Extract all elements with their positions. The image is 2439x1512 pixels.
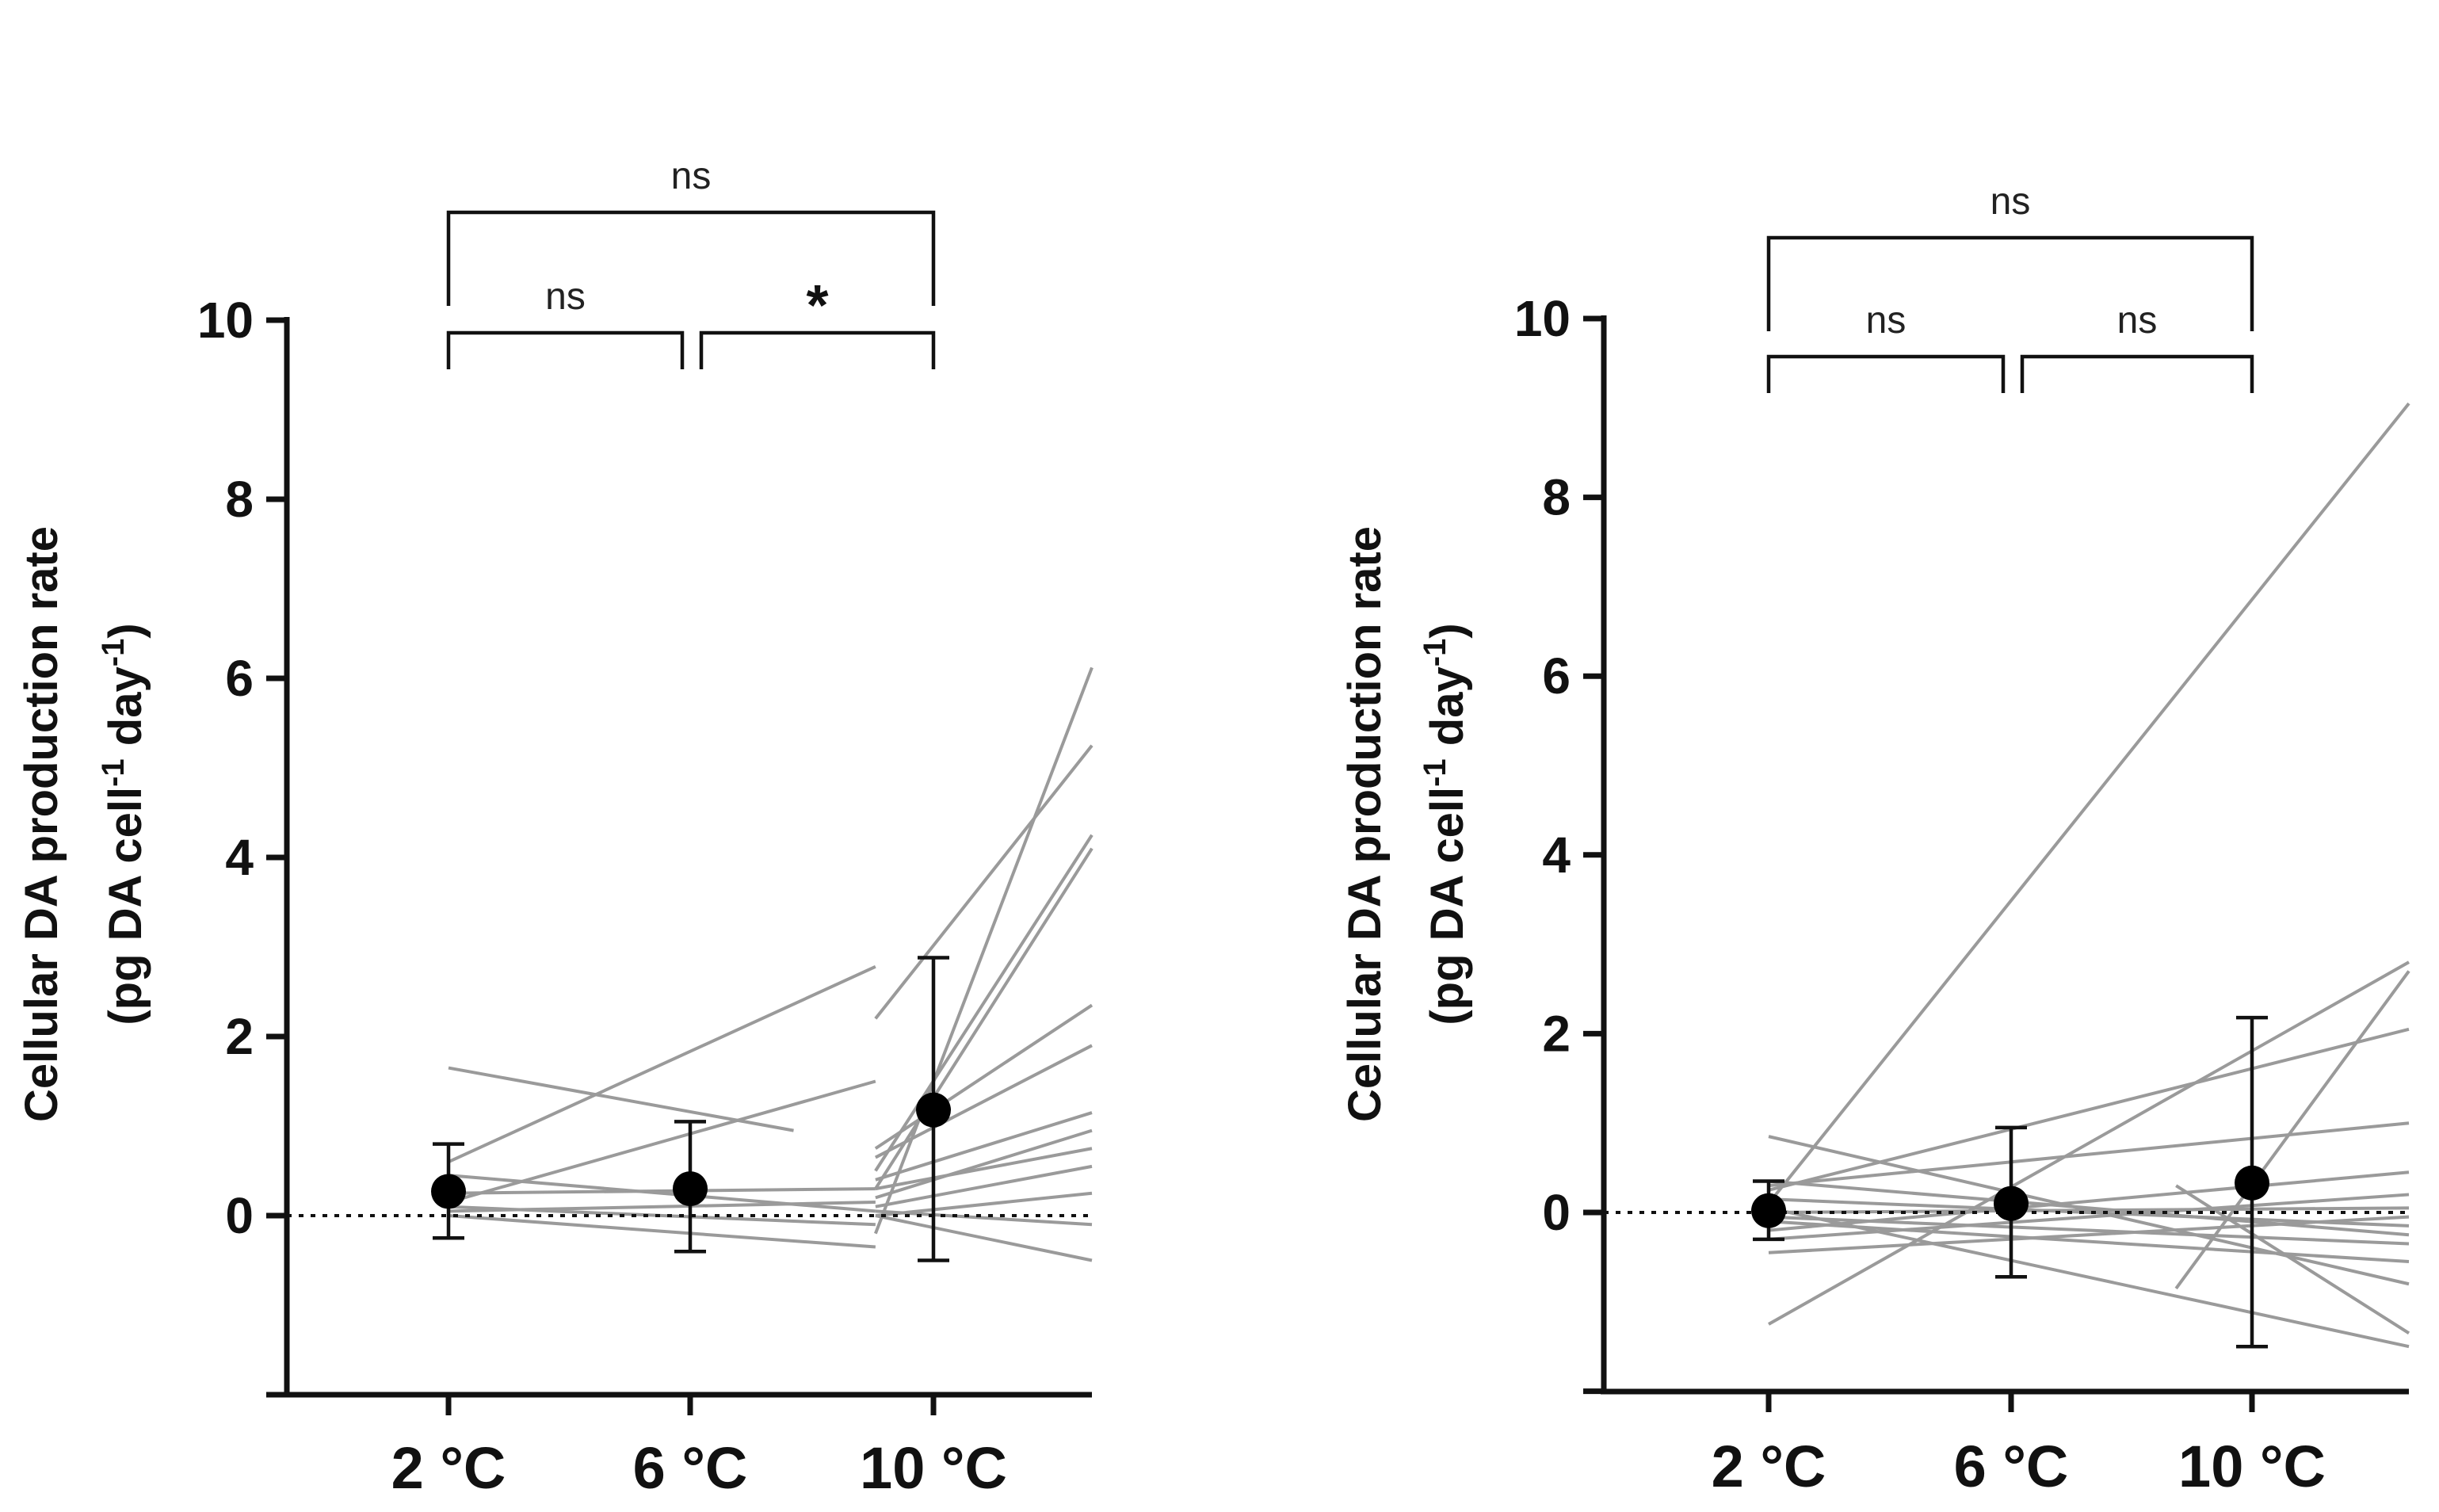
individual-series-line (448, 1187, 876, 1195)
individual-series-line (448, 1214, 876, 1249)
significance-label: ns (1991, 181, 2031, 223)
y-tick-label: 6 (1542, 647, 1571, 704)
x-tick-label: 6 °C (1954, 1434, 2069, 1499)
y-axis-label-line1: Cellular DA production rate (16, 526, 67, 1122)
significance-bracket (1766, 235, 2254, 331)
y-tick-label: 10 (197, 292, 254, 349)
mean-point (1994, 1186, 2029, 1221)
y-tick-label: 6 (225, 650, 254, 707)
y-axis-label-part: ) (100, 623, 151, 638)
significance-label: ns (1866, 300, 1907, 342)
individual-series-line (448, 1066, 794, 1132)
individual-series-line (448, 1201, 876, 1213)
individual-series-line (875, 1147, 1093, 1191)
individual-series-line (874, 1003, 1094, 1150)
individual-series-line (874, 847, 1094, 1190)
individual-series-line (1768, 1215, 2410, 1246)
y-axis-label-part: (pg DA cell (100, 787, 151, 1025)
y-axis-label-part: ) (1422, 623, 1473, 638)
individual-series-line (875, 1214, 1093, 1262)
y-tick-label: 4 (225, 829, 254, 886)
individual-series-line (1768, 1179, 2410, 1237)
significance-label: ns (545, 276, 586, 318)
panel-exponential: Cellular DA production rate (pg DA cell-1… (16, 155, 1094, 1501)
individual-series-line (1768, 1220, 2410, 1264)
mean-point (431, 1174, 466, 1209)
x-tick-label: 2 °C (1712, 1434, 1826, 1499)
significance-bracket (446, 330, 685, 369)
individual-series-line (1768, 1206, 2410, 1214)
individual-series-line (1768, 960, 2410, 1326)
y-tick-label: 0 (225, 1187, 254, 1244)
panel-stationary: Cellular DA production rate (pg DA cell-1… (1339, 181, 2410, 1499)
individual-series-line (1768, 1121, 2410, 1188)
significance-bracket (446, 210, 936, 306)
significance-label: ns (671, 155, 712, 197)
individual-series-line (875, 1128, 1093, 1200)
y-axis-label-part: day (1422, 666, 1473, 758)
x-tick-label: 2 °C (391, 1435, 506, 1501)
mean-point (673, 1171, 708, 1207)
mean-point (2235, 1165, 2269, 1201)
y-axis-label-part: -1 (1418, 639, 1452, 667)
y-tick-label: 8 (1542, 469, 1571, 526)
y-axis-label-part: (pg DA cell (1422, 787, 1473, 1025)
individual-series-line (1767, 402, 2410, 1205)
y-tick-label: 10 (1514, 290, 1571, 347)
significance-label: ns (2117, 300, 2158, 342)
individual-series-line (2175, 1184, 2410, 1334)
individual-series-line (875, 1111, 1093, 1182)
individual-series-line (1768, 1027, 2410, 1192)
y-axis-label-part: -1 (96, 639, 131, 667)
mean-point (916, 1092, 951, 1128)
individual-series-line (448, 965, 876, 1164)
individual-series-line (874, 1044, 1093, 1159)
y-axis-label-line2: (pg DA cell-1 day-1) (1418, 623, 1473, 1025)
y-tick-label: 8 (225, 471, 254, 528)
y-axis-label-part: -1 (96, 758, 131, 787)
mean-point (1751, 1193, 1786, 1228)
y-axis-label-line1: Cellular DA production rate (1339, 526, 1391, 1122)
individual-series-line (875, 1209, 1093, 1227)
individual-series-line (2174, 970, 2410, 1290)
individual-series-line (874, 666, 1094, 1235)
significance-bracket (699, 330, 936, 369)
y-axis-label-part: day (100, 666, 151, 758)
significance-label: * (806, 274, 828, 338)
x-tick-label: 6 °C (633, 1435, 748, 1501)
x-tick-label: 10 °C (2178, 1434, 2326, 1499)
individual-series-line (448, 1079, 876, 1204)
individual-series-line (875, 1164, 1093, 1208)
individual-series-line (874, 834, 1094, 1172)
significance-bracket (2020, 354, 2254, 393)
y-axis-label-part: -1 (1418, 758, 1452, 787)
y-tick-label: 2 (225, 1008, 254, 1065)
individual-series-line (1768, 1215, 2410, 1254)
y-tick-label: 0 (1542, 1184, 1571, 1241)
individual-series-line (874, 744, 1094, 1020)
y-tick-label: 2 (1542, 1005, 1571, 1062)
x-tick-label: 10 °C (860, 1435, 1007, 1501)
y-tick-label: 4 (1542, 827, 1571, 884)
individual-series-line (1768, 1193, 2410, 1241)
significance-bracket (1766, 354, 2006, 393)
y-axis-label-line2: (pg DA cell-1 day-1) (96, 623, 151, 1025)
